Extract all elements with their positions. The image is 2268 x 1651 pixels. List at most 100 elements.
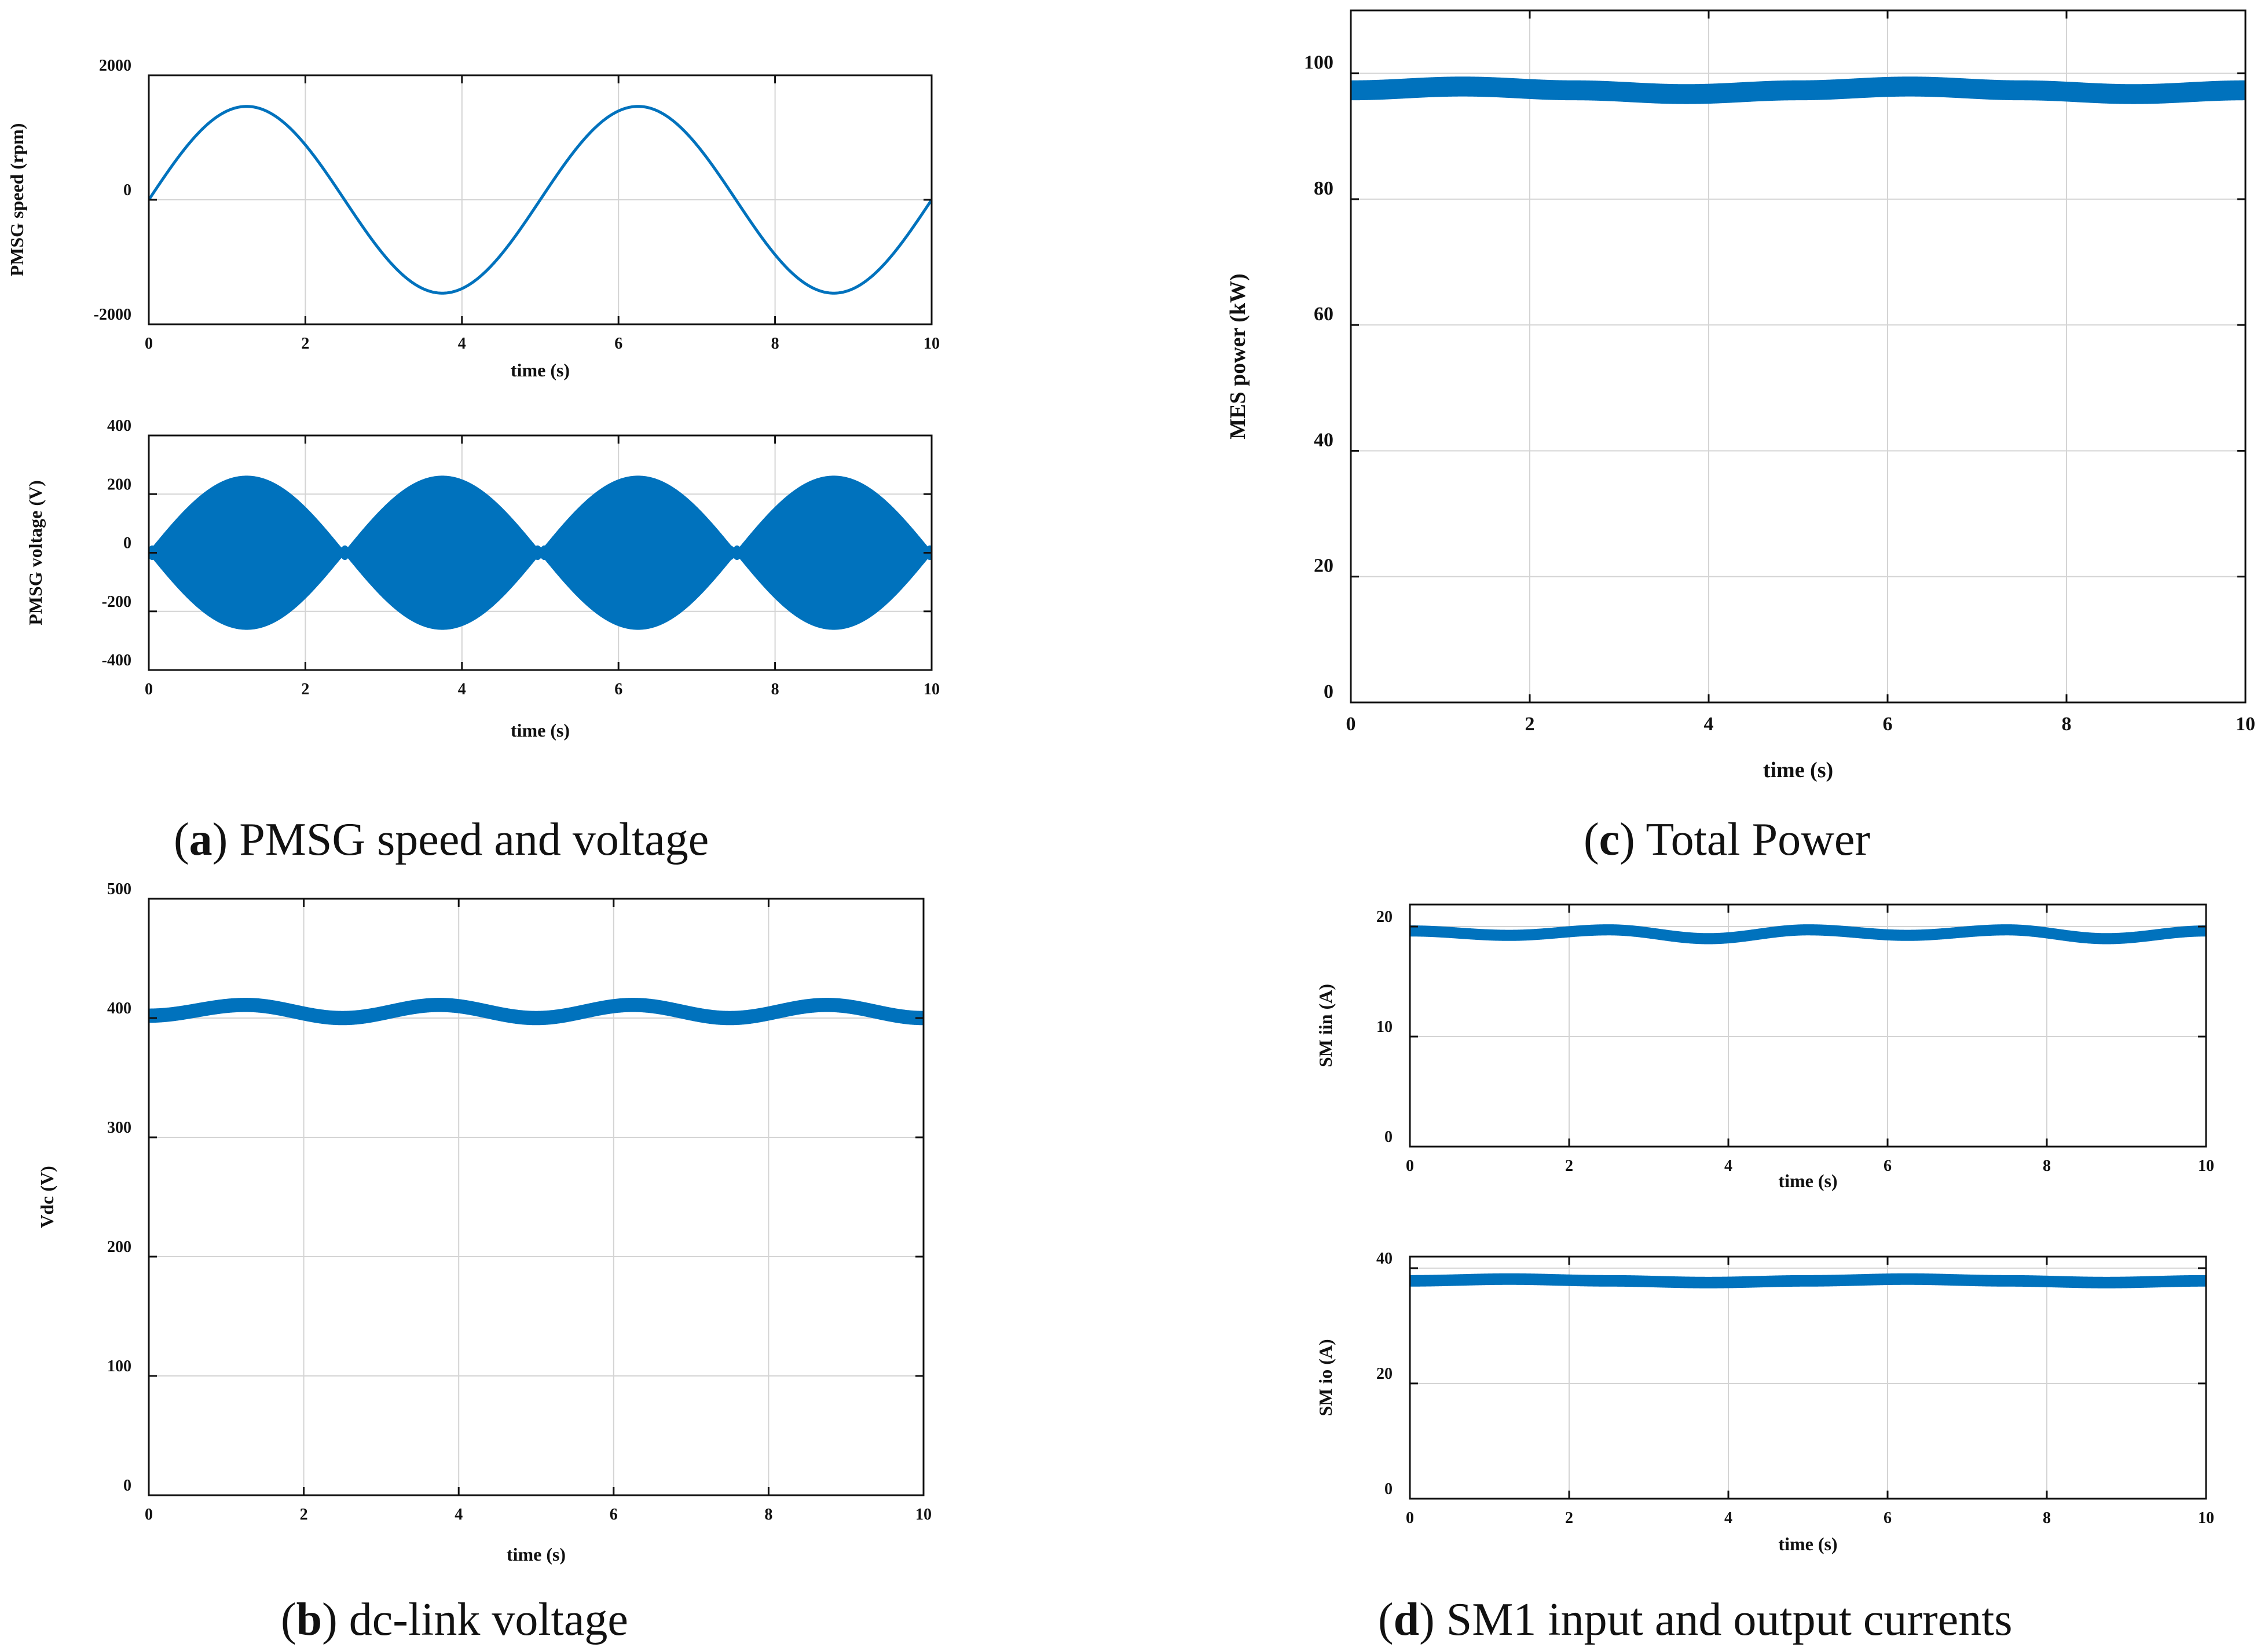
x-tick-label: 0: [1346, 713, 1356, 735]
x-tick-label: 6: [1883, 713, 1893, 735]
x-tick-label: 0: [145, 1506, 153, 1524]
y-axis-label: Vdc (V): [36, 1166, 57, 1228]
y-tick-label: 400: [107, 1000, 131, 1017]
caption-a-letter: a: [189, 814, 212, 865]
caption-c-letter: c: [1599, 814, 1620, 865]
y-tick-label: -200: [102, 593, 131, 611]
series-band-d2: [1410, 1273, 2206, 1288]
caption-d-text: SM1 input and output currents: [1446, 1594, 2013, 1645]
y-tick-label: 0: [123, 181, 131, 199]
caption-b-letter: b: [296, 1594, 323, 1645]
x-tick-label: 10: [915, 1506, 932, 1524]
y-tick-label: 100: [107, 1357, 131, 1375]
y-tick-label: 200: [107, 1238, 131, 1256]
axes-frame: [1409, 903, 2207, 1148]
x-tick-label: 0: [1406, 1157, 1414, 1175]
x-tick-label: 4: [1724, 1157, 1732, 1175]
y-tick-label: 80: [1314, 178, 1333, 199]
x-tick-label: 4: [455, 1506, 463, 1524]
y-axis-label: SM iin (A): [1315, 984, 1336, 1067]
x-tick-label: 10: [924, 335, 940, 353]
y-tick-label: 0: [1384, 1128, 1393, 1146]
x-tick-label: 2: [300, 1506, 308, 1524]
x-tick-label: 8: [2043, 1509, 2051, 1527]
x-tick-label: 4: [458, 680, 466, 698]
y-tick-label: 400: [107, 417, 131, 435]
caption-c-text: Total Power: [1646, 814, 1871, 865]
x-axis-label: time (s): [511, 720, 570, 741]
x-tick-label: 0: [145, 335, 153, 353]
caption-c: (c) Total Power: [1584, 814, 1871, 865]
y-tick-label: -400: [102, 651, 131, 669]
y-tick-label: 40: [1314, 429, 1333, 451]
x-tick-label: 2: [301, 680, 309, 698]
y-tick-label: 200: [107, 475, 131, 493]
x-tick-label: 8: [771, 335, 779, 353]
x-tick-label: 2: [1565, 1509, 1573, 1527]
x-tick-label: 0: [145, 680, 153, 698]
axes-frame: [148, 898, 925, 1496]
y-tick-label: 20: [1376, 908, 1393, 926]
x-axis-label: time (s): [507, 1544, 566, 1565]
series-band-d1: [1410, 924, 2206, 945]
series-band-b1: [149, 998, 924, 1026]
chart-d2: 0 2 4 6 8 10 0 20 40 time (s) SM io (A): [1315, 1250, 2214, 1554]
plot-area: [1410, 905, 2206, 1147]
y-tick-label: 0: [1384, 1480, 1393, 1498]
axes-frame: [1409, 1255, 2207, 1500]
plot-area: [1410, 1257, 2206, 1499]
chart-a2: 0 2 4 6 8 10 -400 -200 0 200 400 time (s) PMSG volta…: [25, 417, 940, 741]
series-line-pmsg-speed: [149, 105, 932, 295]
y-tick-label: -2000: [94, 306, 131, 324]
x-tick-label: 8: [2062, 713, 2072, 735]
caption-b-text: dc-link voltage: [349, 1594, 628, 1645]
caption-a: (a) PMSG speed and voltage: [174, 814, 709, 865]
x-tick-label: 8: [764, 1506, 772, 1524]
x-tick-label: 6: [1884, 1157, 1892, 1175]
x-tick-label: 2: [1565, 1157, 1573, 1175]
y-tick-label: 300: [107, 1119, 131, 1137]
y-tick-label: 20: [1376, 1365, 1393, 1383]
x-axis-label: time (s): [1778, 1170, 1837, 1191]
x-tick-label: 10: [924, 680, 940, 698]
caption-d-letter: d: [1393, 1594, 1420, 1645]
x-axis-label: time (s): [511, 360, 570, 380]
plot-area: [1351, 10, 2245, 702]
x-tick-label: 6: [610, 1506, 618, 1524]
caption-a-text: PMSG speed and voltage: [239, 814, 709, 865]
y-tick-label: 10: [1376, 1018, 1393, 1036]
y-tick-label: 40: [1376, 1250, 1393, 1268]
x-axis-label: time (s): [1778, 1533, 1837, 1554]
y-axis-label: PMSG speed (rpm): [6, 123, 27, 277]
x-tick-label: 6: [614, 335, 622, 353]
x-tick-label: 4: [458, 335, 466, 353]
y-tick-label: 100: [1304, 52, 1333, 74]
x-tick-label: 2: [301, 335, 309, 353]
chart-d1: 0 2 4 6 8 10 0 10 20 time (s) SM iin (A): [1315, 903, 2214, 1191]
chart-a1: 0 2 4 6 8 10 -2000 0 2000 time (s) PMSG speed (rpm…: [6, 57, 940, 380]
x-tick-label: 10: [2198, 1509, 2214, 1527]
y-tick-label: 0: [123, 1477, 131, 1495]
x-tick-label: 8: [2043, 1157, 2051, 1175]
y-tick-label: 2000: [99, 57, 131, 75]
x-tick-label: 10: [2198, 1157, 2214, 1175]
y-axis-label: MES power (kW): [1226, 273, 1250, 439]
x-axis-label: time (s): [1763, 758, 1833, 782]
x-tick-label: 4: [1724, 1509, 1732, 1527]
x-tick-label: 10: [2236, 713, 2255, 735]
y-tick-label: 0: [1324, 681, 1333, 702]
x-tick-label: 6: [614, 680, 622, 698]
caption-b: (b) dc-link voltage: [281, 1594, 628, 1645]
x-tick-label: 2: [1525, 713, 1535, 735]
caption-d: (d) SM1 input and output currents: [1378, 1594, 2013, 1645]
y-tick-label: 20: [1314, 555, 1333, 577]
y-tick-label: 60: [1314, 303, 1333, 325]
plot-area: [149, 899, 924, 1495]
series-band-c1: [1351, 76, 2245, 104]
x-tick-label: 4: [1704, 713, 1714, 735]
y-axis-label: PMSG voltage (V): [25, 480, 46, 625]
x-tick-label: 6: [1884, 1509, 1892, 1527]
